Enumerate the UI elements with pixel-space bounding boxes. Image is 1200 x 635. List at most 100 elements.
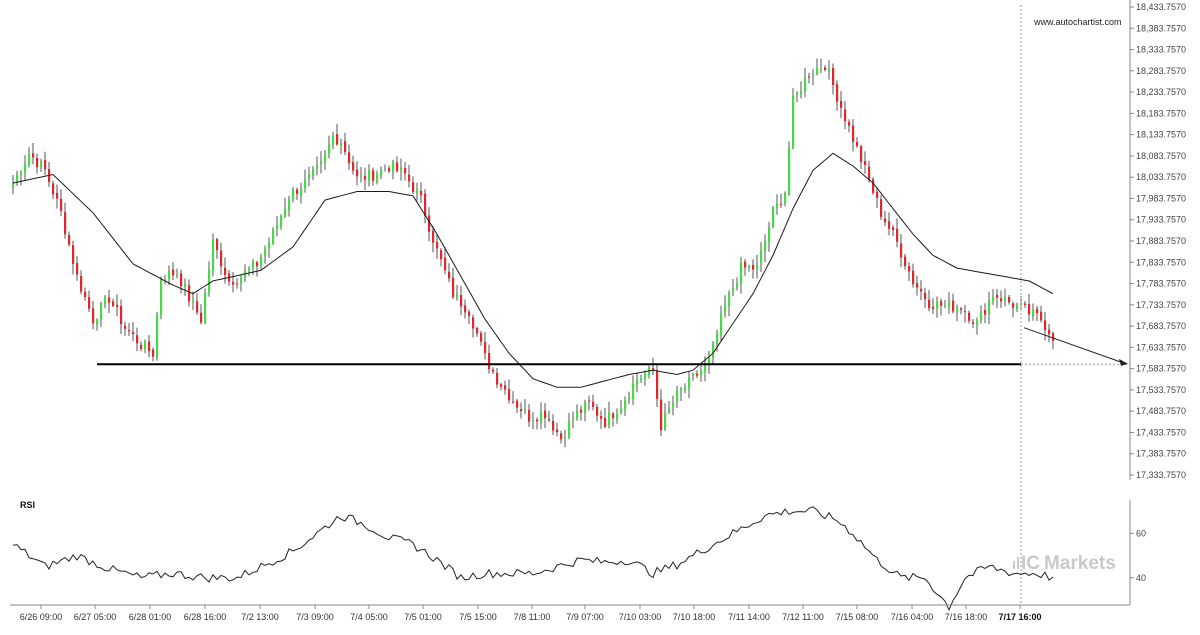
candle-body [988,300,991,314]
candle-body [720,313,723,335]
candle-body [528,410,531,422]
candle-body [1028,303,1031,315]
candle-body [600,416,603,419]
candle-body [32,153,35,158]
candle-body [744,261,747,268]
time-tick-label: 6/28 16:00 [184,612,227,622]
candle-body [1048,329,1051,335]
candle-body [892,227,895,231]
candle-body [36,157,39,168]
candle-body [704,363,707,372]
time-tick-label: 7/15 08:00 [836,612,879,622]
candle-body [212,239,215,271]
candle-body [536,419,539,422]
candle-body [1020,303,1023,305]
candle-body [160,278,163,315]
candle-body [116,304,119,307]
candle-body [328,144,331,154]
time-tick-label: 7/16 04:00 [891,612,934,622]
candle-body [132,331,135,335]
candle-body [904,256,907,267]
candle-body [180,273,183,287]
candle-body [256,262,259,267]
candle-body [772,207,775,227]
candle-body [864,161,867,166]
candle-body [484,341,487,354]
price-tick-label: 18,083.7570 [1136,151,1186,161]
candle-body [304,179,307,189]
candle-body [696,373,699,376]
candle-body [868,166,871,180]
candle-body [812,74,815,76]
candle-body [224,267,227,275]
candle-body [392,161,395,173]
price-tick-label: 17,383.7570 [1136,449,1186,459]
candle-body [188,285,191,302]
candle-body [360,174,363,176]
candle-body [936,301,939,309]
candle-body [956,307,959,313]
rsi-title: RSI [20,500,35,510]
candle-body [268,242,271,249]
candle-body [624,400,627,409]
candle-body [540,412,543,423]
candle-body [56,192,59,199]
candle-body [900,243,903,258]
candle-body [568,420,571,437]
candle-body [876,191,879,198]
candle-body [588,400,591,402]
candle-body [596,406,599,416]
candle-body [264,249,267,256]
candle-body [804,77,807,91]
candle-body [368,169,371,181]
candle-body [500,384,503,387]
candle-body [644,373,647,379]
candle-body [316,164,319,169]
price-tick-label: 17,733.7570 [1136,300,1186,310]
candle-body [576,410,579,418]
candle-body [468,311,471,317]
candle-body [444,257,447,271]
candle-body [248,268,251,271]
candle-body [792,95,795,148]
candle-body [996,294,999,298]
time-tick-label: 6/28 01:00 [129,612,172,622]
candle-body [384,168,387,170]
candle-body [752,264,755,270]
candle-body [276,225,279,229]
current-time-label: 7/17 16:00 [998,612,1041,622]
time-tick-label: 6/26 09:00 [20,612,63,622]
candle-body [16,174,19,182]
brand-bar-icon [1017,557,1019,569]
candle-body [196,301,199,313]
candle-body [208,269,211,293]
candle-body [216,239,219,251]
candle-body [1044,320,1047,331]
rsi-tick-label: 40 [1136,573,1146,583]
candle-body [516,400,519,408]
candle-body [372,170,375,181]
price-tick-label: 17,983.7570 [1136,193,1186,203]
projection-line [1023,327,1127,365]
candle-body [252,261,255,269]
candle-body [552,420,555,431]
time-tick-label: 7/8 11:00 [514,612,551,622]
candle-body [716,333,719,344]
candle-body [260,257,263,266]
candle-body [932,306,935,309]
candle-body [88,297,91,309]
candle-body [896,228,899,242]
candle-body [616,414,619,420]
candle-body [456,293,459,299]
candle-body [808,76,811,78]
candle-body [428,215,431,232]
candle-body [1052,333,1055,341]
candle-body [976,320,979,326]
candle-body [352,162,355,171]
brand-logo: IC Markets [1013,553,1116,574]
candle-body [1004,297,1007,301]
rsi-panel: RSI 60 40 [12,500,1146,612]
candle-body [928,299,931,309]
candle-body [888,221,891,229]
